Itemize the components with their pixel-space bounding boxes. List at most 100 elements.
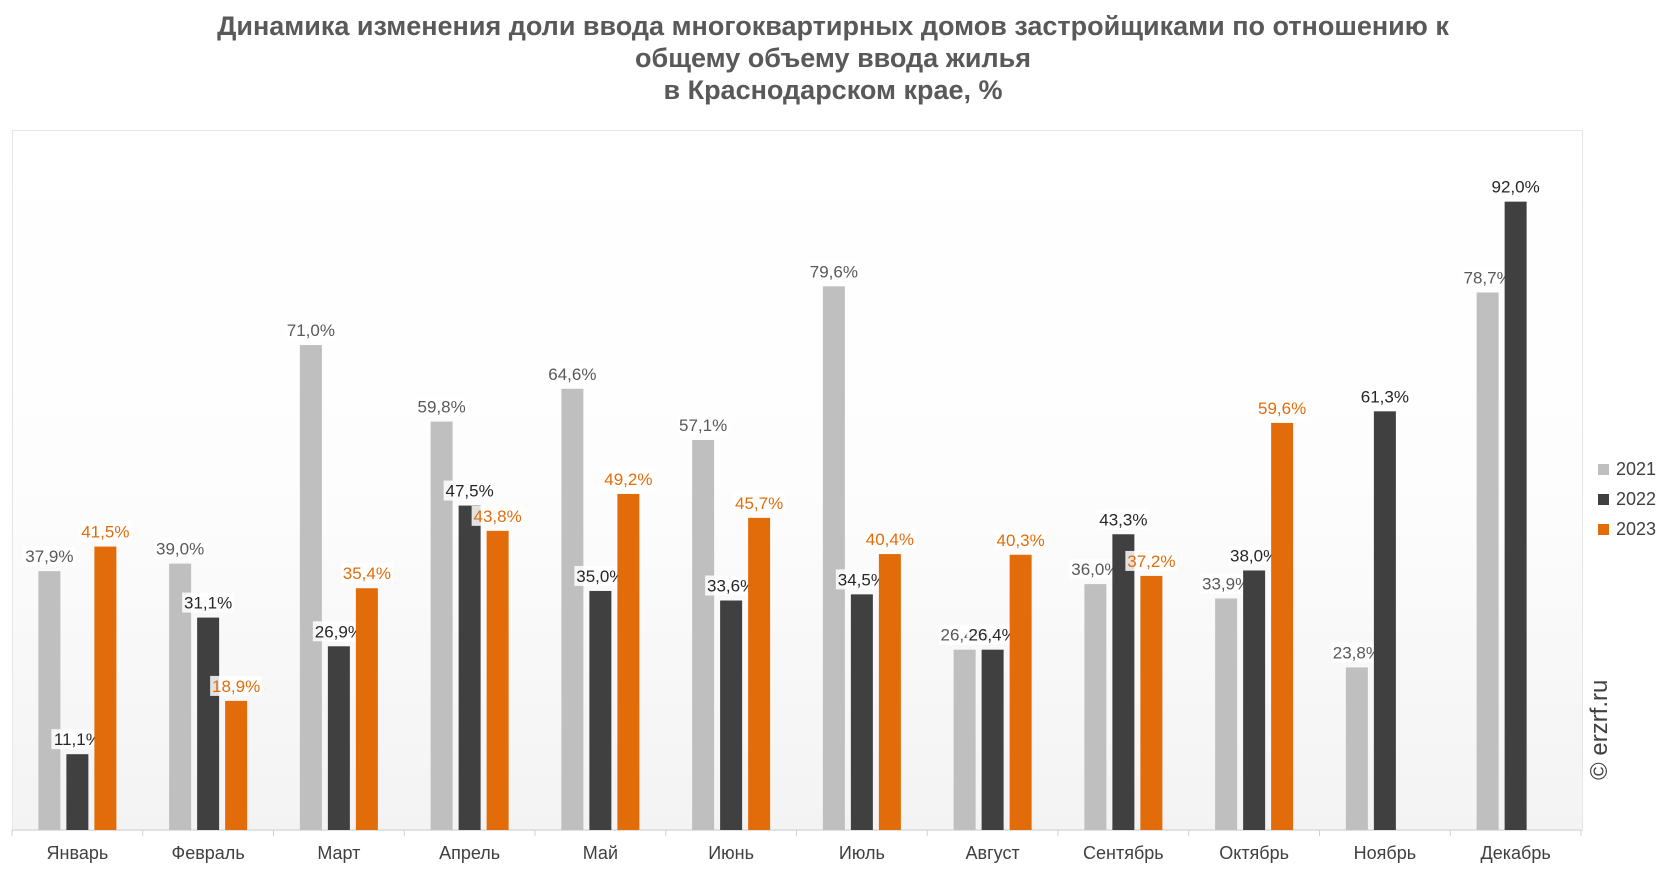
data-label-background: [154, 538, 207, 559]
x-tick-label: Январь: [47, 843, 109, 863]
bar-2021: [169, 563, 192, 830]
bar-2023: [1271, 422, 1294, 830]
legend-label-2022: 2022: [1616, 488, 1657, 509]
data-label-2022: 26,4%: [969, 626, 1017, 645]
data-label-2021: 36,0%: [1071, 560, 1119, 579]
bar-2022: [1373, 411, 1396, 830]
bar-2021: [692, 440, 715, 830]
data-label-2023: 18,9%: [212, 677, 260, 696]
data-label-2023: 49,2%: [604, 470, 652, 489]
data-label-background: [677, 415, 730, 436]
data-label-2021: 37,9%: [25, 547, 73, 566]
bar-2023: [1140, 575, 1163, 830]
x-tick-label: Май: [583, 843, 618, 863]
bar-2023: [486, 530, 509, 830]
bar-2021: [561, 388, 584, 830]
bar-2021: [38, 571, 61, 830]
bar-2023: [94, 546, 117, 830]
legend-label-2023: 2023: [1616, 518, 1657, 539]
bar-2021: [1476, 292, 1499, 830]
legend: 2021 2022 2023: [1598, 454, 1656, 544]
bar-2022: [589, 590, 612, 830]
data-label-background: [1200, 573, 1253, 594]
data-label-2022: 92,0%: [1492, 178, 1540, 197]
data-label-background: [415, 396, 468, 417]
data-label-background: [1069, 559, 1122, 580]
x-tick-label: Декабрь: [1481, 843, 1551, 863]
data-label-2022: 26,9%: [315, 622, 363, 641]
bar-2021: [1084, 584, 1107, 830]
data-label-background: [182, 592, 235, 613]
chart-title-line-3: в Краснодарском крае, %: [663, 75, 1003, 105]
data-label-background: [1461, 267, 1514, 288]
data-label-background: [79, 521, 132, 542]
data-label-background: [23, 546, 76, 567]
bar-2022: [1112, 534, 1135, 830]
data-label-2023: 40,4%: [866, 530, 914, 549]
bar-2022: [1504, 201, 1527, 830]
x-tick-label: Февраль: [172, 843, 245, 863]
bar-2021: [822, 286, 845, 830]
legend-swatch-2022: [1598, 493, 1609, 505]
data-label-background: [210, 675, 263, 696]
data-label-2022: 47,5%: [446, 482, 494, 501]
data-label-background: [574, 565, 627, 586]
data-label-2021: 33,9%: [1202, 574, 1250, 593]
chart-title-line-1: Динамика изменения доли ввода многокварт…: [217, 11, 1449, 41]
data-label-2023: 40,3%: [997, 531, 1045, 550]
data-label-background: [312, 621, 365, 642]
legend-label-2021: 2021: [1616, 458, 1657, 479]
data-label-2021: 57,1%: [679, 416, 727, 435]
bar-2022: [981, 649, 1004, 830]
data-label-2022: 34,5%: [838, 570, 886, 589]
data-label-2023: 35,4%: [343, 564, 391, 583]
bar-2021: [953, 649, 976, 830]
data-label-background: [1228, 545, 1281, 566]
data-label-background: [835, 569, 888, 590]
bar-2022: [850, 594, 873, 830]
data-label-2022: 61,3%: [1361, 387, 1409, 406]
data-label-2023: 59,6%: [1258, 399, 1306, 418]
data-label-background: [471, 505, 524, 526]
data-label-background: [807, 261, 860, 282]
x-tick-label: Июль: [839, 843, 885, 863]
data-label-background: [733, 492, 786, 513]
data-label-background: [340, 563, 393, 584]
x-tick-label: Октябрь: [1219, 843, 1289, 863]
data-label-2022: 35,0%: [576, 567, 624, 586]
bar-2022: [66, 754, 89, 830]
x-tick-label: Сентябрь: [1083, 843, 1164, 863]
x-tick-label: Апрель: [439, 843, 500, 863]
plot-area: [12, 130, 1583, 831]
x-tick-label: Июнь: [708, 843, 754, 863]
bar-2022: [458, 505, 481, 830]
x-tick-label: Август: [966, 843, 1020, 863]
data-label-2021: 78,7%: [1464, 268, 1512, 287]
data-label-2021: 64,6%: [548, 365, 596, 384]
data-label-2021: 39,0%: [156, 540, 204, 559]
bar-2022: [1243, 570, 1266, 830]
copyright-watermark: © erzrf.ru: [1586, 679, 1613, 780]
data-label-background: [1125, 550, 1178, 571]
data-label-2022: 31,1%: [184, 594, 232, 613]
chart-title-line-2: общему объему ввода жилья: [635, 43, 1031, 73]
data-label-background: [1330, 642, 1383, 663]
data-label-2023: 43,8%: [474, 507, 522, 526]
chart-title: Динамика изменения доли ввода многокварт…: [0, 10, 1666, 106]
data-label-background: [284, 320, 337, 341]
bar-2021: [1215, 598, 1238, 830]
bar-2021: [1345, 667, 1368, 830]
data-label-background: [1097, 509, 1150, 530]
bar-2023: [617, 493, 640, 830]
data-label-2022: 38,0%: [1230, 546, 1278, 565]
data-label-2021: 71,0%: [287, 321, 335, 340]
data-label-2022: 43,3%: [1099, 510, 1147, 529]
bar-2023: [748, 517, 771, 830]
data-label-2022: 33,6%: [707, 577, 755, 596]
data-label-background: [1358, 386, 1411, 407]
data-label-background: [546, 363, 599, 384]
data-label-2023: 45,7%: [735, 494, 783, 513]
data-label-2021: 79,6%: [810, 262, 858, 281]
x-tick-label: Март: [317, 843, 360, 863]
legend-swatch-2021: [1598, 463, 1609, 475]
